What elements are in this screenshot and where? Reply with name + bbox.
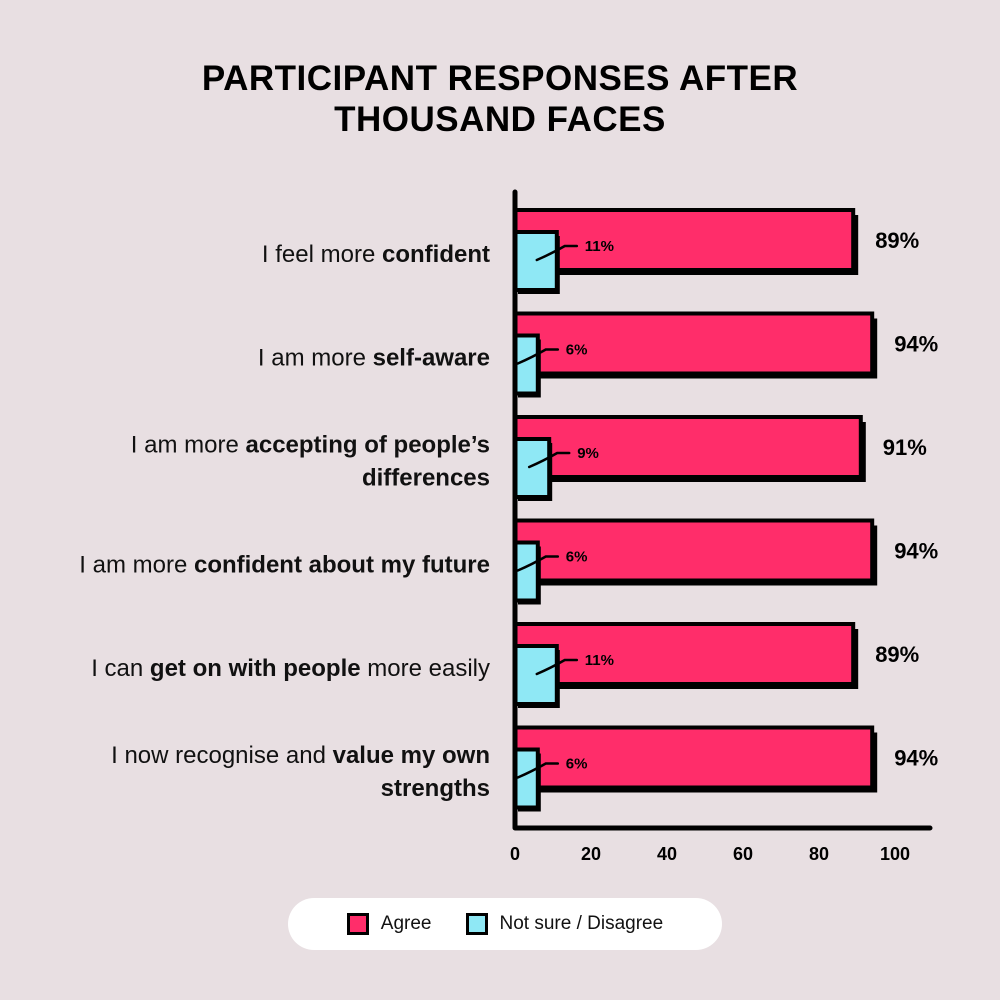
category-label-6-line-1: I now recognise and value my own — [111, 742, 490, 769]
disagree-value-label-4: 6% — [566, 549, 588, 566]
disagree-value-label-2: 6% — [566, 342, 588, 359]
disagree-leader-2 — [516, 348, 560, 365]
legend-item-disagree: Not sure / Disagree — [465, 913, 664, 935]
category-label-2-line-1: I am more self-aware — [258, 345, 490, 372]
chart-title: PARTICIPANT RESPONSES AFTER THOUSAND FAC… — [0, 58, 1000, 140]
x-tick-label-60: 60 — [733, 844, 753, 864]
disagree-value-label-5: 11% — [585, 652, 614, 669]
disagree-leader-4 — [516, 555, 560, 572]
legend: Agree Not sure / Disagree — [288, 898, 722, 950]
disagree-leader-6 — [516, 762, 560, 779]
agree-value-label-2: 94% — [894, 332, 938, 357]
category-label-1-line-1: I feel more confident — [262, 241, 490, 268]
x-tick-label-20: 20 — [581, 844, 601, 864]
agree-bar-3 — [513, 415, 863, 479]
disagree-value-label-6: 6% — [566, 756, 588, 773]
category-label-6-line-2: strengths — [381, 775, 490, 802]
disagree-bar-3 — [513, 437, 552, 499]
agree-bar-5 — [513, 622, 856, 686]
disagree-leader-1 — [535, 244, 579, 262]
agree-bar-6 — [513, 725, 875, 790]
legend-swatch-agree — [346, 913, 369, 935]
agree-value-label-3: 91% — [883, 435, 927, 460]
disagree-leader-5 — [535, 658, 579, 676]
x-tick-label-40: 40 — [657, 844, 677, 864]
category-label-3-line-2: differences — [362, 465, 490, 492]
agree-value-label-6: 94% — [894, 746, 938, 771]
agree-bar-4 — [513, 518, 875, 583]
legend-item-agree: Agree — [346, 913, 432, 935]
axes — [512, 189, 933, 831]
disagree-leader-3 — [527, 451, 571, 469]
category-label-3-line-1: I am more accepting of people’s — [131, 432, 490, 459]
legend-label-agree: Agree — [380, 913, 432, 934]
x-tick-label-80: 80 — [809, 844, 829, 864]
x-tick-label-100: 100 — [880, 844, 910, 864]
agree-value-label-4: 94% — [894, 539, 938, 564]
legend-label-disagree: Not sure / Disagree — [499, 913, 664, 934]
disagree-value-label-3: 9% — [577, 445, 599, 462]
disagree-bar-1 — [513, 230, 559, 292]
disagree-bar-5 — [513, 644, 559, 706]
category-label-4-line-1: I am more confident about my future — [79, 552, 490, 579]
chart-title-line-2: THOUSAND FACES — [334, 100, 666, 139]
agree-bar-2 — [513, 311, 875, 376]
disagree-value-label-1: 11% — [585, 238, 614, 255]
chart-title-line-1: PARTICIPANT RESPONSES AFTER — [201, 59, 799, 98]
agree-value-label-5: 89% — [875, 642, 919, 667]
x-tick-label-0: 0 — [510, 844, 520, 864]
agree-bar-1 — [513, 208, 856, 272]
category-label-5-line-1: I can get on with people more easily — [91, 655, 490, 682]
legend-swatch-disagree — [465, 913, 488, 935]
agree-value-label-1: 89% — [875, 228, 919, 253]
